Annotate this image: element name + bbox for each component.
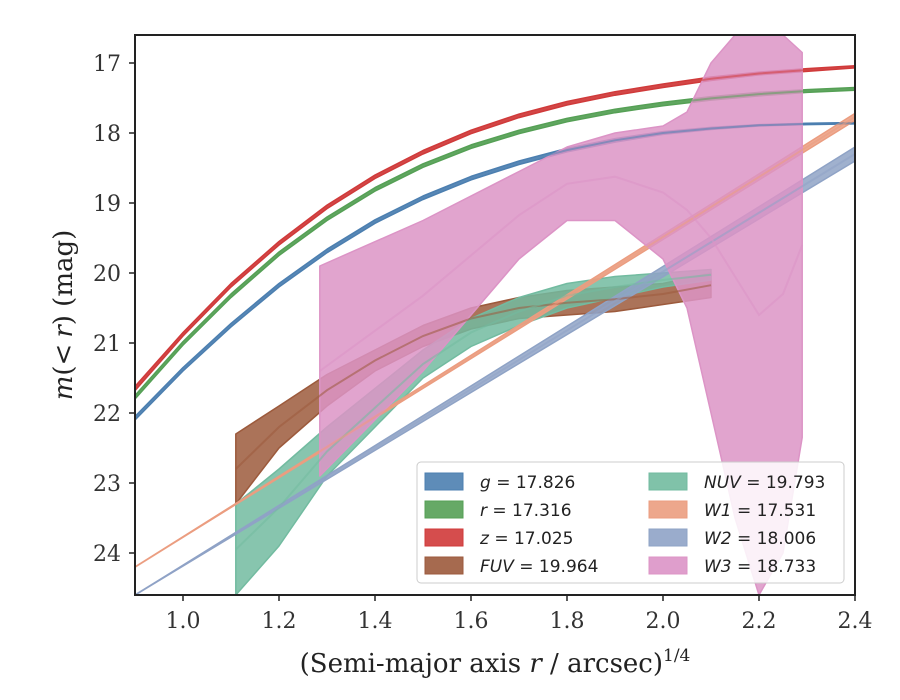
y-axis-label: m(< r) (mag) [49,230,79,401]
y-axis-label-close: ) [49,315,79,325]
legend-swatch-nuv [648,472,688,491]
y-axis-label-r: r [49,324,79,338]
legend-swatch-z [424,528,464,547]
legend-swatch-w2 [648,528,688,547]
profile-line-r [135,87,855,398]
x-tick-label: 1.4 [358,609,393,634]
legend-label-fuv: FUV = 19.964 [480,557,598,577]
legend-swatch-w3 [648,556,688,575]
y-tick-label: 24 [93,542,121,567]
legend-swatch-r [424,500,464,519]
profile-line-w1 [135,116,855,568]
model-profiles [135,65,855,595]
legend-label-w2: W2 = 18.006 [704,529,816,549]
x-axis-label: (Semi-major axis r / arcsec)1/4 [300,646,691,679]
legend-entries: g = 17.826 r = 17.316 z = 17.025 FUV = 19.9… [424,472,825,577]
x-tick-label: 1.8 [550,609,585,634]
x-tick-label: 2.0 [646,609,681,634]
y-axis-ticks: 17 18 19 20 21 22 23 24 [93,52,135,567]
y-tick-label: 21 [93,332,121,357]
x-tick-label: 2.4 [838,609,873,634]
band-g [135,121,855,421]
legend: g = 17.826 r = 17.316 z = 17.025 FUV = 19.9… [416,461,845,584]
legend-swatch-w1 [648,500,688,519]
profile-line-w2 [135,153,855,595]
y-tick-label: 22 [93,402,121,427]
legend-label-w1: W1 = 17.531 [704,501,816,521]
profile-line-w3 [319,175,804,372]
x-tick-label: 1.6 [454,609,489,634]
band-w3 [319,35,803,595]
x-axis-label-post: / arcsec) [542,649,663,679]
band-r [135,86,855,400]
legend-swatch-g [424,472,464,491]
legend-box [416,461,845,584]
y-tick-label: 19 [93,192,121,217]
legend-label-w3: W3 = 18.733 [704,557,816,577]
y-axis-label-open: ( [49,365,79,375]
y-tick-label: 18 [93,122,121,147]
legend-label-g: g = 17.826 [480,473,575,493]
y-tick-label: 23 [93,472,121,497]
x-axis-label-pre: (Semi-major axis [300,649,530,679]
plot-frame [134,34,856,596]
y-axis-label-lt: < [49,344,79,366]
band-z [135,65,855,392]
legend-label-z: z = 17.025 [479,529,573,549]
legend-swatch-fuv [424,556,464,575]
x-axis-ticks: 1.0 1.2 1.4 1.6 1.8 2.0 2.2 2.4 [166,595,873,634]
x-tick-label: 1.0 [166,609,201,634]
profile-line-g [135,122,855,419]
x-axis-label-var: r [529,649,543,679]
legend-label-nuv: NUV = 19.793 [704,473,825,493]
y-tick-label: 17 [93,52,121,77]
y-axis-label-m: m [49,376,79,401]
x-tick-label: 2.2 [742,609,777,634]
profile-line-nuv [235,273,712,551]
x-axis-label-sup: 1/4 [663,646,690,666]
profile-line-fuv [235,284,712,470]
legend-label-r: r = 17.316 [480,501,572,521]
y-axis-label-unit: (mag) [49,230,79,315]
y-tick-label: 20 [93,262,121,287]
x-tick-label: 1.2 [262,609,297,634]
profile-line-z [135,65,855,390]
